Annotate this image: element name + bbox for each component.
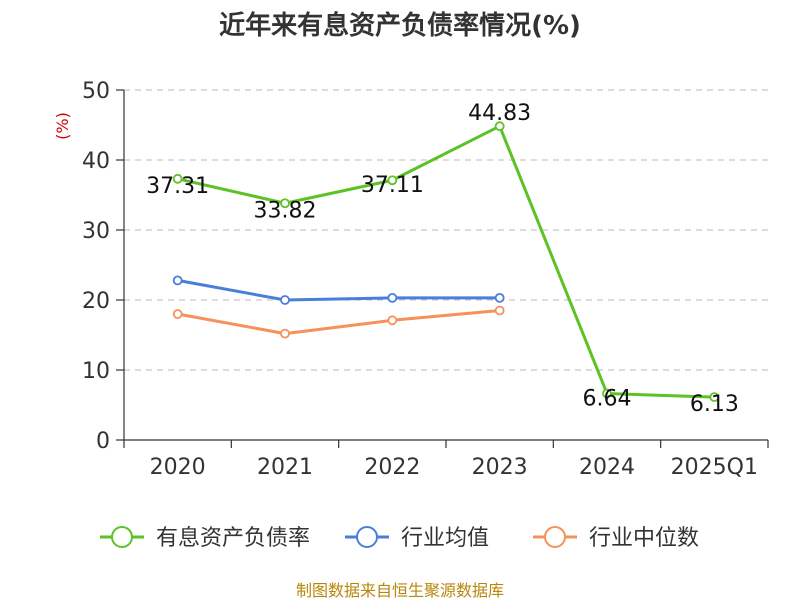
legend-swatch-marker-0 — [111, 526, 133, 548]
y-tick-label-10: 10 — [82, 359, 110, 384]
x-tick-label-2022: 2022 — [364, 455, 420, 480]
x-tick-label-2021: 2021 — [257, 455, 313, 480]
legend-label-1: 行业均值 — [401, 526, 489, 551]
series-2-point-2020 — [172, 309, 183, 319]
y-tick-label-0: 0 — [96, 429, 110, 454]
series-line-0 — [177, 124, 715, 399]
series-1-point-2020 — [172, 275, 183, 286]
data-label-2023: 44.83 — [468, 101, 531, 126]
x-tick-label-2023: 2023 — [472, 455, 528, 480]
legend-item-2: 行业中位数 — [533, 526, 699, 551]
series-2-point-2023 — [494, 305, 505, 316]
series-2 — [172, 305, 505, 339]
series-1-point-2023 — [494, 292, 505, 303]
legend-item-1: 行业均值 — [345, 526, 489, 551]
y-axis-unit-label: (%) — [53, 112, 72, 140]
series-0 — [172, 121, 720, 402]
data-labels: 37.31 33.82 37.11 44.83 6.64 6.13 — [146, 101, 739, 417]
series-0-point-2023 — [494, 121, 505, 132]
grid-lines — [124, 89, 768, 371]
series-0-point-2022 — [387, 175, 398, 186]
data-label-2024: 6.64 — [583, 387, 632, 412]
chart-title: 近年来有息资产负债率情况(%) — [219, 10, 581, 41]
legend-swatch-marker-1 — [356, 526, 378, 548]
data-label-2025Q1: 6.13 — [690, 392, 739, 417]
series-0-point-2021 — [280, 198, 290, 209]
series-0-point-2024 — [602, 388, 612, 399]
legend: 有息资产负债率 行业均值 行业中位数 — [100, 526, 699, 551]
legend-label-0: 有息资产负债率 — [156, 526, 310, 551]
y-tick-label-50: 50 — [82, 79, 110, 104]
axes: 0 10 20 30 40 50 2020 2021 2022 2023 2024 2025Q1 — [82, 79, 769, 480]
legend-item-0: 有息资产负债率 — [100, 526, 310, 551]
series-2-point-2021 — [280, 328, 290, 339]
series-line-1 — [177, 278, 500, 302]
y-tick-label-20: 20 — [82, 289, 110, 314]
y-tick-label-30: 30 — [82, 219, 110, 244]
series-0-point-2025Q1 — [709, 392, 720, 402]
legend-label-2: 行业中位数 — [589, 526, 699, 551]
series-1-point-2022 — [387, 292, 398, 303]
series-group — [172, 121, 720, 402]
series-1-point-2021 — [280, 295, 290, 305]
legend-swatch-marker-2 — [544, 526, 566, 548]
source-note: 制图数据来自恒生聚源数据库 — [296, 581, 504, 600]
x-tick-label-2024: 2024 — [579, 455, 635, 480]
x-tick-label-2020: 2020 — [150, 455, 206, 480]
x-tick-label-2025Q1: 2025Q1 — [671, 455, 758, 480]
series-2-point-2022 — [387, 315, 398, 326]
series-line-2 — [177, 309, 500, 336]
data-label-2020: 37.31 — [146, 174, 209, 199]
series-1 — [172, 275, 505, 305]
y-tick-label-40: 40 — [82, 149, 110, 174]
data-label-2021: 33.82 — [254, 198, 317, 223]
series-0-point-2020 — [172, 173, 183, 184]
data-label-2022: 37.11 — [361, 173, 424, 198]
